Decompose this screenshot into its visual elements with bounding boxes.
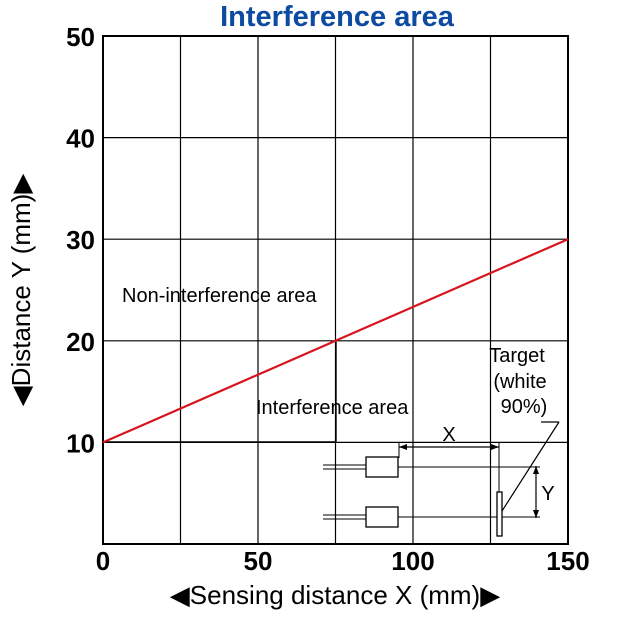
y-axis-label: ◀Distance Y (mm)▶ bbox=[6, 174, 36, 407]
plot-frame bbox=[102, 35, 569, 545]
x-tick-label: 150 bbox=[546, 546, 589, 576]
x-dimension-arrow-right bbox=[491, 444, 499, 450]
interference-label: Interference area bbox=[256, 397, 409, 419]
target-plate bbox=[496, 491, 503, 537]
series-group bbox=[102, 238, 569, 444]
interference-boundary bbox=[103, 341, 337, 443]
inset-y-label: Y bbox=[541, 483, 554, 505]
y-dimension-arrow-bottom bbox=[533, 510, 539, 518]
non-interference-label: Non-interference area bbox=[122, 285, 317, 307]
upper-sensor-body bbox=[365, 456, 399, 478]
inset-x-label: X bbox=[442, 424, 455, 446]
x-tick-label: 100 bbox=[391, 546, 434, 576]
target-label-line2: (white bbox=[493, 371, 546, 393]
y-tick-label: 10 bbox=[66, 428, 95, 458]
lower-sensor-body bbox=[365, 506, 399, 528]
series-line bbox=[102, 238, 569, 444]
x-axis-label: ◀Sensing distance X (mm)▶ bbox=[170, 580, 500, 610]
target-label-line1: Target bbox=[489, 345, 545, 367]
y-tick-label: 50 bbox=[66, 22, 95, 52]
y-tick-label: 40 bbox=[66, 124, 95, 154]
chart-title: Interference area bbox=[220, 1, 455, 33]
y-dimension-arrow-top bbox=[533, 466, 539, 474]
y-tick-label: 20 bbox=[66, 327, 95, 357]
x-tick-label: 50 bbox=[244, 546, 273, 576]
x-dimension-arrow-left bbox=[399, 444, 407, 450]
y-tick-label: 30 bbox=[66, 225, 95, 255]
target-label-line3: 90%) bbox=[501, 396, 548, 418]
sensor-inset-diagram: Target (white 90%) X Y bbox=[323, 345, 560, 537]
x-tick-label: 0 bbox=[96, 546, 110, 576]
tick-labels: 10 20 30 40 50 0 50 100 150 bbox=[66, 22, 590, 576]
